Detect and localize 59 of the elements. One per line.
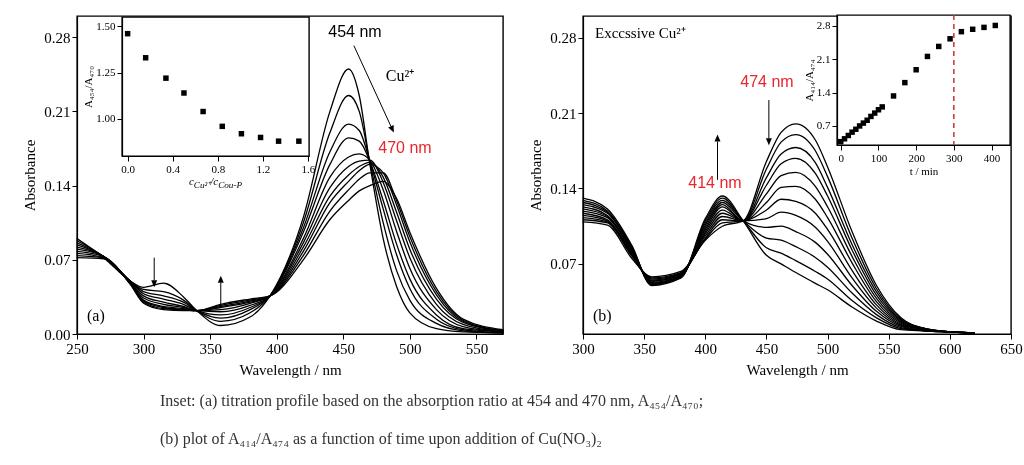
- y-tick-label: 1.25: [96, 66, 116, 79]
- y-tick-label: 1.50: [96, 19, 116, 32]
- x-tick-label: 500: [816, 340, 840, 357]
- annotation: 470 nm: [378, 139, 432, 156]
- x-tick-label: 450: [332, 340, 355, 357]
- annotation: (b): [593, 307, 612, 325]
- x-tick-label: 400: [694, 340, 718, 357]
- x-tick-label: 0.4: [166, 162, 181, 175]
- text: Inset: (a) titration profile based on the absorption ratio at 454 and 470 nm, A₄₅₄/A₄₇₀;: [160, 392, 704, 410]
- y-tick-label: 0.14: [550, 180, 577, 197]
- x-tick-label: 0.8: [211, 162, 226, 175]
- annotation: Cu²⁺: [385, 67, 415, 84]
- y-tick-label: 0.7: [816, 119, 831, 132]
- x-tick-label: 550: [465, 340, 489, 357]
- y-tick-label: 0.28: [44, 29, 71, 46]
- y-tick-label: 0.07: [44, 252, 71, 269]
- y-axis-title: Absorbance: [22, 139, 39, 212]
- x-tick-label: 250: [66, 340, 89, 357]
- y-tick-label: 0.14: [44, 178, 71, 195]
- x-tick-label: 100: [870, 151, 888, 164]
- x-tick-label: 200: [908, 151, 926, 164]
- y-axis-title: A₄₅₄/A₄₇₀: [82, 65, 95, 108]
- x-axis-title: c$_{Cu²⁺}$/c$_{Cou-P}$: [188, 175, 243, 192]
- y-tick-label: 0.21: [44, 103, 71, 120]
- x-tick-label: 550: [877, 340, 901, 357]
- x-tick-label: 650: [1000, 340, 1023, 357]
- y-axis-title: Absorbance: [528, 139, 545, 212]
- text: (b) plot of A₄₁₄/A₄₇₄ as a function of time upon addition of Cu(NO₃)₂: [160, 430, 602, 448]
- x-tick-label: 300: [132, 340, 156, 357]
- x-tick-label: 350: [633, 340, 656, 357]
- x-tick-label: 350: [199, 340, 222, 357]
- x-tick-label: 1.2: [256, 162, 271, 175]
- annotation: 474 nm: [740, 73, 794, 90]
- x-tick-label: 300: [572, 340, 595, 357]
- x-tick-label: 500: [399, 340, 422, 357]
- x-tick-label: 300: [946, 151, 964, 164]
- x-axis-title: Wavelength / nm: [746, 361, 849, 378]
- x-tick-label: 0.0: [121, 162, 136, 175]
- annotation: Exccssive Cu²⁺: [595, 25, 686, 41]
- y-tick-label: 0.00: [44, 326, 71, 343]
- x-tick-label: 600: [939, 340, 962, 357]
- y-tick-label: 1.4: [816, 86, 831, 99]
- y-tick-label: 0.21: [550, 105, 577, 122]
- x-axis-title: t / min: [909, 164, 939, 177]
- y-tick-label: 0.07: [550, 256, 577, 273]
- annotation: (a): [87, 307, 105, 325]
- x-tick-label: 1.6: [301, 162, 316, 175]
- x-tick-label: 400: [265, 340, 289, 357]
- annotation: 454 nm: [328, 23, 382, 40]
- y-axis-title: A₄₁₄/A₄₇₄: [802, 59, 815, 102]
- y-tick-label: 2.1: [816, 52, 831, 65]
- annotation: 414 nm: [688, 174, 742, 191]
- x-axis-title: Wavelength / nm: [239, 361, 342, 378]
- y-tick-label: 0.28: [550, 30, 577, 47]
- x-tick-label: 0: [838, 151, 845, 164]
- x-tick-label: 400: [983, 151, 1001, 164]
- y-tick-label: 2.8: [816, 19, 831, 32]
- y-tick-label: 1.00: [96, 112, 116, 125]
- x-tick-label: 450: [755, 340, 779, 357]
